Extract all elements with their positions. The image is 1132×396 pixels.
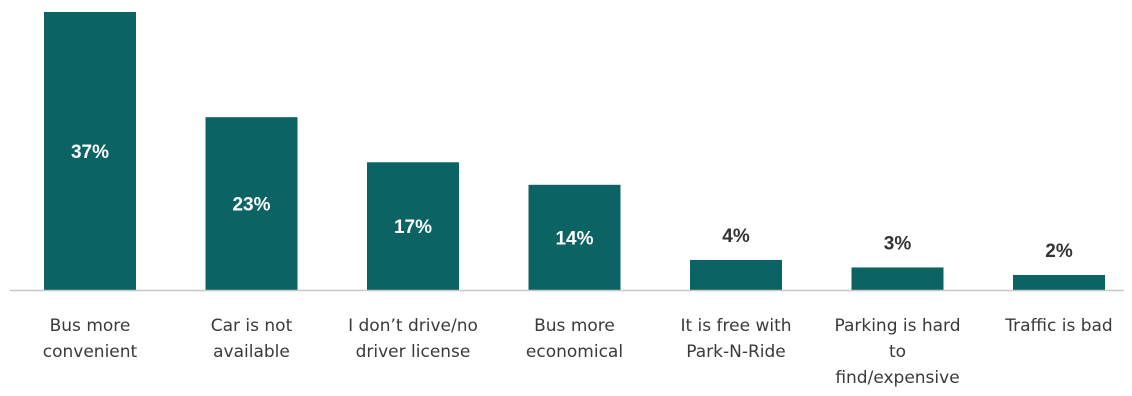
value-label-4: 14%	[555, 228, 593, 249]
value-labels-group: 37% 23% 17% 14% 4% 3% 2%	[71, 142, 1073, 262]
bar-5	[690, 259, 782, 290]
bar-2	[205, 117, 298, 291]
value-label-6: 3%	[884, 233, 912, 254]
category-labels-group: Bus more convenient Car is not available I d…	[43, 316, 1113, 388]
category-label-1-line-2: convenient	[43, 342, 138, 362]
category-label-5-line-2: Park-N-Ride	[686, 342, 786, 362]
category-label-4: Bus more economical	[526, 316, 623, 362]
value-label-5: 4%	[722, 226, 750, 247]
category-label-6-line-2: to	[889, 342, 906, 362]
bar-3	[367, 162, 459, 290]
category-label-6-line-1: Parking is hard	[834, 316, 960, 336]
category-label-6-line-3: find/expensive	[835, 368, 959, 388]
value-label-7: 2%	[1045, 241, 1073, 262]
bar-4	[528, 184, 621, 290]
category-label-2-line-2: available	[213, 342, 290, 362]
category-label-2-line-1: Car is not	[211, 316, 293, 336]
category-label-7: Traffic is bad	[1004, 316, 1112, 336]
category-label-1-line-1: Bus more	[50, 316, 131, 336]
value-label-3: 17%	[394, 217, 432, 238]
value-label-1: 37%	[71, 142, 109, 163]
category-label-3-line-2: driver license	[356, 342, 471, 362]
bars-group	[44, 12, 1105, 291]
bar-1	[44, 12, 136, 290]
category-label-7-line-1: Traffic is bad	[1004, 316, 1112, 336]
category-label-3-line-1: I don’t drive/no	[348, 316, 478, 336]
value-label-2: 23%	[232, 195, 270, 216]
category-label-3: I don’t drive/no driver license	[348, 316, 478, 362]
category-label-4-line-1: Bus more	[534, 316, 615, 336]
bar-7	[1013, 274, 1105, 290]
category-label-2: Car is not available	[211, 316, 293, 362]
category-label-5-line-1: It is free with	[680, 316, 791, 336]
category-label-5: It is free with Park-N-Ride	[680, 316, 791, 362]
category-label-4-line-2: economical	[526, 342, 623, 362]
bar-6	[851, 267, 944, 290]
category-label-1: Bus more convenient	[43, 316, 138, 362]
category-label-6: Parking is hard to find/expensive	[834, 316, 960, 388]
